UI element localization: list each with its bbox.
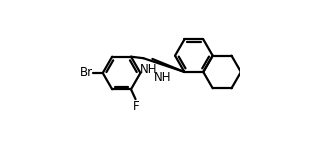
- Text: F: F: [133, 100, 139, 113]
- Text: NH: NH: [154, 71, 171, 84]
- Text: Br: Br: [80, 66, 93, 79]
- Text: NH: NH: [140, 63, 158, 76]
